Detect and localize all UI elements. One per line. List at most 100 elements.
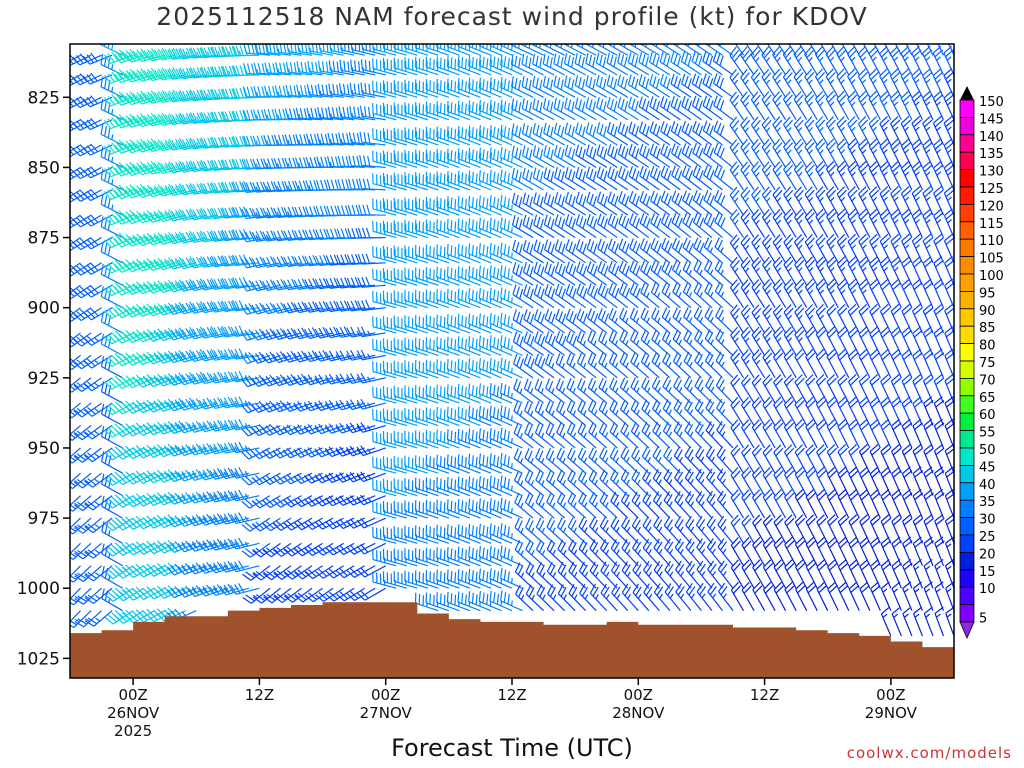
wind-barb xyxy=(156,491,186,506)
wind-barb xyxy=(695,446,713,474)
wind-barb xyxy=(167,470,197,483)
wind-barb xyxy=(356,517,386,529)
wind-barb xyxy=(436,289,460,309)
wind-barb xyxy=(219,467,250,480)
wind-barb xyxy=(404,500,428,519)
wind-barb xyxy=(285,61,313,76)
wind-barb xyxy=(585,97,608,121)
wind-barb xyxy=(717,560,734,589)
wind-barb xyxy=(703,212,723,239)
wind-barb xyxy=(617,52,639,76)
wind-barb xyxy=(209,159,239,171)
wind-barb xyxy=(714,237,734,264)
wind-barb xyxy=(568,561,587,589)
wind-barb xyxy=(404,337,428,356)
wind-barb xyxy=(576,330,597,356)
wind-barb xyxy=(382,338,407,356)
wind-barb xyxy=(282,327,313,340)
wind-barb xyxy=(326,156,355,169)
wind-barb xyxy=(241,542,271,558)
wind-barb xyxy=(100,381,123,404)
wind-barb xyxy=(621,538,639,567)
wind-barb xyxy=(714,259,734,286)
colorbar-label: 50 xyxy=(979,443,996,458)
colorbar-label: 115 xyxy=(979,217,1004,232)
wind-barb xyxy=(568,584,587,612)
wind-barb xyxy=(660,121,681,146)
wind-barb xyxy=(513,378,534,404)
wind-barb xyxy=(489,545,513,567)
wind-barb xyxy=(382,408,407,427)
wind-barb xyxy=(414,219,439,239)
wind-barb xyxy=(609,422,629,449)
wind-barb xyxy=(468,453,492,474)
wind-barb xyxy=(606,52,629,76)
wind-barb xyxy=(545,378,565,404)
wind-barb xyxy=(393,408,418,427)
wind-barb xyxy=(404,548,428,567)
wind-barb xyxy=(360,82,386,98)
wind-barb xyxy=(167,563,197,576)
wind-barb xyxy=(587,330,608,356)
wind-barb xyxy=(100,263,123,286)
wind-barb xyxy=(124,138,155,154)
wind-barb xyxy=(575,122,597,146)
wind-barb xyxy=(252,542,281,558)
wind-barb xyxy=(478,590,502,612)
wind-barb xyxy=(219,512,250,525)
wind-barb xyxy=(345,445,376,457)
time-tick-label: 00Z xyxy=(118,686,147,704)
wind-barb xyxy=(156,302,186,316)
wind-barb xyxy=(683,376,702,404)
wind-barb xyxy=(146,139,176,153)
wind-barb xyxy=(348,155,376,169)
wind-barb xyxy=(414,547,439,567)
wind-barb xyxy=(404,360,428,379)
wind-barb xyxy=(100,403,123,427)
wind-barb xyxy=(100,193,123,216)
wind-barb xyxy=(553,97,576,121)
wind-barb xyxy=(532,167,555,191)
wind-barb xyxy=(188,443,218,456)
wind-barb xyxy=(346,276,376,289)
wind-barb xyxy=(641,421,660,449)
wind-barb xyxy=(670,51,692,76)
wind-barb xyxy=(231,45,260,57)
wind-barb xyxy=(70,610,92,628)
wind-barb xyxy=(294,565,323,580)
wind-barb xyxy=(103,139,134,155)
wind-barb xyxy=(618,191,639,216)
wind-barb xyxy=(425,525,450,544)
wind-barb xyxy=(500,427,523,449)
wind-barb xyxy=(692,120,713,146)
wind-barb xyxy=(325,587,355,602)
wind-barb xyxy=(83,237,113,250)
wind-barb xyxy=(545,422,566,449)
wind-barb xyxy=(574,75,597,98)
wind-barb xyxy=(500,217,523,239)
wind-barb xyxy=(713,142,734,168)
wind-barb xyxy=(631,446,650,474)
wind-barb xyxy=(673,421,692,449)
wind-barb xyxy=(70,587,92,606)
wind-barb xyxy=(671,212,692,239)
wind-barb xyxy=(611,583,629,612)
wind-barb xyxy=(83,214,113,227)
wind-barb xyxy=(337,155,365,169)
wind-barb xyxy=(553,75,576,98)
wind-barb xyxy=(586,238,608,264)
wind-barb xyxy=(446,359,471,379)
wind-barb xyxy=(167,420,197,434)
colorbar-label: 75 xyxy=(979,356,996,371)
colorbar-swatch xyxy=(959,256,975,275)
wind-barb xyxy=(478,100,502,121)
wind-barb xyxy=(209,468,239,480)
wind-barb xyxy=(404,172,428,191)
wind-barb xyxy=(338,83,365,98)
wind-barb xyxy=(393,315,418,334)
wind-barb xyxy=(567,539,587,567)
wind-barb xyxy=(557,584,576,612)
chart-title: 2025112518 NAM forecast wind profile (kt… xyxy=(156,2,868,31)
wind-barb xyxy=(425,429,450,449)
